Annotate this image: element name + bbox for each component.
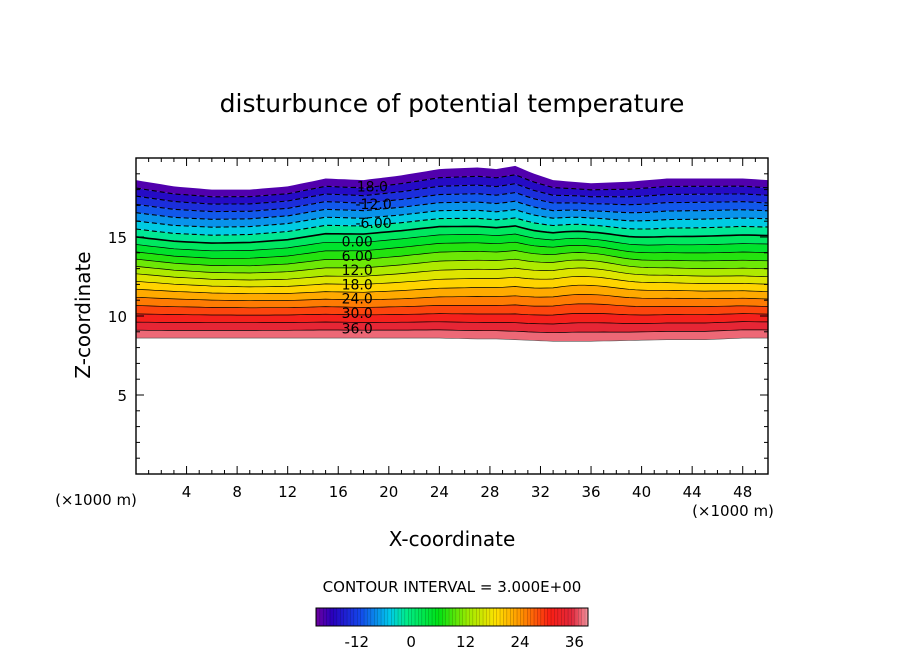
contour-interval-label: CONTOUR INTERVAL = 3.000E+00 — [323, 578, 582, 596]
contour-label: -6.00 — [356, 216, 392, 232]
x-tick-label: 8 — [232, 483, 242, 501]
contour-band — [136, 268, 768, 287]
contour-line — [136, 312, 768, 316]
contour-line — [136, 192, 768, 213]
contour-band — [136, 276, 768, 294]
contour-band — [136, 183, 768, 212]
x-tick-label: 28 — [480, 483, 499, 501]
contour-band — [136, 285, 768, 301]
colorbar-tick-label: 36 — [565, 633, 584, 651]
x-tick-label: 4 — [182, 483, 192, 501]
colorbar-tick-label: 0 — [406, 633, 416, 651]
contour-band — [136, 225, 768, 251]
contour-band — [136, 165, 768, 197]
contour-line — [136, 267, 768, 281]
contour-line — [136, 337, 768, 342]
colorbar — [315, 607, 589, 627]
x-tick-label: 16 — [329, 483, 348, 501]
contour-band — [136, 174, 768, 205]
contour-line — [136, 303, 768, 309]
x-tick-label: 32 — [531, 483, 550, 501]
axis-ticks — [136, 158, 768, 474]
contour-line — [136, 250, 768, 267]
contour-line — [136, 321, 768, 325]
contour-line — [136, 241, 768, 259]
contour-band — [136, 209, 768, 236]
contour-label: -12.0 — [356, 197, 392, 213]
contour-label: 36.0 — [342, 322, 373, 338]
contour-band — [136, 313, 768, 324]
colorbar-tick-label: 12 — [456, 633, 475, 651]
contour-line — [136, 276, 768, 288]
contour-band — [136, 234, 768, 259]
contour-line — [136, 225, 768, 244]
y-tick-labels: 5 10 15 — [108, 229, 127, 405]
contour-fill — [136, 165, 768, 342]
contour-line — [136, 233, 768, 252]
contour-band — [136, 329, 768, 342]
contour-band — [136, 242, 768, 266]
contour-line — [136, 174, 768, 198]
y-tick-label: 15 — [108, 229, 127, 247]
contour-line — [136, 294, 768, 302]
colorbar-tick-labels: -12 0 12 24 36 — [345, 633, 584, 651]
contour-labels: -18.0 -12.0 -6.00 0.006.0012.018.024.030.03… — [342, 179, 392, 337]
contour-label: 12.0 — [342, 263, 373, 279]
x-axis-label: X-coordinate — [389, 527, 516, 551]
chart-title: disturbunce of potential temperature — [220, 89, 685, 118]
x-tick-label: 48 — [733, 483, 752, 501]
contour-line — [136, 329, 768, 334]
contour-line — [136, 258, 768, 274]
x-tick-label: 36 — [581, 483, 600, 501]
x-unit-label-right: (×1000 m) — [692, 502, 774, 520]
contour-band — [136, 303, 768, 316]
x-tick-label: 24 — [430, 483, 449, 501]
colorbar-frame — [315, 607, 589, 627]
contour-label: 24.0 — [342, 292, 373, 308]
contour-label: -18.0 — [352, 179, 388, 195]
contour-band — [136, 192, 768, 220]
contour-label: 6.00 — [342, 249, 373, 265]
colorbar-tick-label: 24 — [510, 633, 529, 651]
contour-band — [136, 217, 768, 244]
x-tick-label: 40 — [632, 483, 651, 501]
contour-line — [136, 200, 768, 220]
y-tick-label: 10 — [108, 308, 127, 326]
y-axis-label: Z-coordinate — [71, 251, 95, 378]
contour-band — [136, 201, 768, 228]
x-tick-label: 12 — [278, 483, 297, 501]
x-tick-labels: 4 8 12 16 20 24 28 32 36 40 44 48 — [182, 483, 752, 501]
contour-label: 30.0 — [342, 306, 373, 322]
contour-line — [136, 217, 768, 236]
contour-line — [136, 183, 768, 205]
contour-line — [136, 284, 768, 295]
colorbar-tick-label: -12 — [345, 633, 370, 651]
contour-label: 18.0 — [342, 277, 373, 293]
colorbar-hatching — [316, 608, 588, 626]
y-tick-label: 5 — [117, 387, 127, 405]
x-tick-label: 44 — [683, 483, 702, 501]
contour-line — [136, 209, 768, 228]
x-tick-label: 20 — [379, 483, 398, 501]
contour-label: 0.00 — [342, 235, 373, 251]
contour-lines — [136, 174, 768, 342]
x-unit-label-left: (×1000 m) — [55, 491, 137, 509]
